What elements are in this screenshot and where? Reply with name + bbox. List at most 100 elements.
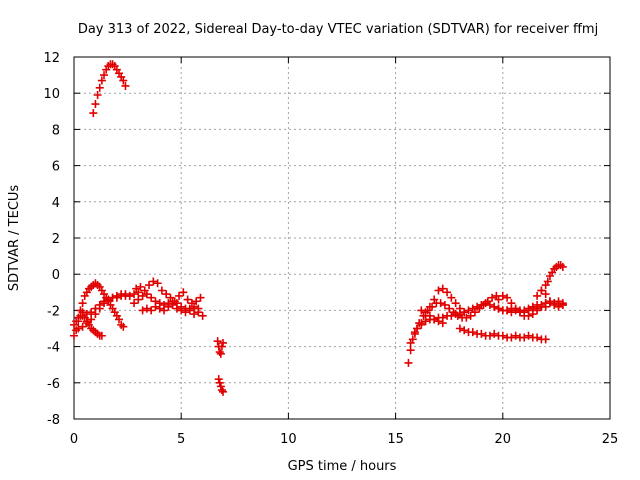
data-point [91, 100, 100, 109]
data-point [545, 297, 554, 306]
series-arc-d [78, 291, 134, 319]
series-arc-h [213, 337, 228, 358]
data-point [130, 299, 139, 308]
data-point [406, 346, 415, 355]
chart-title: Day 313 of 2022, Sidereal Day-to-day VTE… [78, 22, 598, 37]
data-point [533, 333, 542, 342]
data-point [149, 277, 158, 286]
y-tick-label: -8 [47, 413, 60, 428]
data-points [70, 60, 567, 396]
data-point [445, 304, 454, 313]
data-point [460, 326, 469, 335]
data-point [70, 331, 78, 340]
series-arc-i [214, 375, 228, 396]
data-point [214, 375, 223, 384]
data-point [196, 293, 205, 302]
data-point [153, 279, 162, 288]
data-point [430, 315, 439, 324]
data-point [95, 300, 104, 309]
data-point [219, 387, 228, 396]
y-tick-label: 6 [52, 160, 60, 175]
data-point [455, 304, 464, 313]
data-point [503, 293, 512, 302]
data-point [136, 282, 145, 291]
data-point [464, 306, 473, 315]
data-point [155, 304, 164, 313]
data-point [119, 76, 128, 85]
data-point [438, 319, 447, 328]
data-point [483, 297, 492, 306]
data-point [166, 293, 175, 302]
data-point [181, 308, 190, 317]
x-tick-label: 25 [602, 432, 619, 447]
data-point [190, 310, 199, 319]
data-point [468, 328, 477, 337]
data-point [93, 91, 102, 100]
data-point [462, 313, 471, 322]
data-point [524, 311, 533, 320]
data-point [147, 293, 156, 302]
data-point [413, 324, 422, 333]
data-point [485, 331, 494, 340]
data-point [533, 291, 542, 300]
y-tick-label: -2 [47, 304, 60, 319]
data-point [440, 300, 449, 309]
data-point [494, 304, 503, 313]
data-point [443, 288, 452, 297]
series-arc-n [455, 324, 550, 344]
data-point [160, 306, 169, 315]
data-point [198, 311, 207, 320]
data-point [490, 329, 499, 338]
data-point [172, 304, 181, 313]
data-point [87, 315, 96, 324]
data-point [138, 291, 147, 300]
data-point [528, 310, 537, 319]
y-axis-label: SDTVAR / TECUs [7, 185, 22, 292]
data-point [168, 300, 177, 309]
data-point [194, 308, 203, 317]
data-point [507, 333, 516, 342]
data-point [219, 338, 228, 347]
data-point [498, 331, 507, 340]
x-tick-label: 0 [70, 432, 78, 447]
data-point [466, 311, 475, 320]
data-point [82, 319, 91, 328]
data-point [82, 310, 91, 319]
data-point [524, 304, 533, 313]
data-point [488, 293, 497, 302]
data-point [142, 304, 151, 313]
data-point [543, 277, 552, 286]
data-point [100, 297, 109, 306]
data-point [541, 335, 550, 344]
x-tick-label: 5 [177, 432, 185, 447]
data-point [554, 302, 563, 311]
series-arc-g [138, 300, 207, 320]
data-point [475, 304, 484, 313]
data-point [121, 81, 130, 90]
data-point [455, 324, 464, 333]
data-point [179, 288, 188, 297]
data-point [537, 286, 546, 295]
data-point [520, 306, 529, 315]
data-point [192, 297, 201, 306]
data-point [430, 295, 439, 304]
data-point [100, 71, 109, 80]
data-point [477, 329, 486, 338]
data-point [494, 295, 503, 304]
y-tick-labels: -8 -6 -4 -2 0 2 4 6 8 10 12 [43, 51, 60, 428]
data-point [417, 319, 426, 328]
series-arc-high [89, 60, 130, 118]
data-point [425, 311, 434, 320]
data-point [78, 308, 87, 317]
data-point [438, 284, 447, 293]
data-point [97, 331, 106, 340]
data-point [460, 308, 469, 317]
data-point [490, 302, 499, 311]
grid-lines [74, 57, 610, 419]
data-point [520, 333, 529, 342]
x-tick-label: 20 [495, 432, 512, 447]
data-point [479, 300, 488, 309]
series-arc-o [494, 291, 567, 320]
data-point [78, 322, 87, 331]
data-point [112, 293, 121, 302]
